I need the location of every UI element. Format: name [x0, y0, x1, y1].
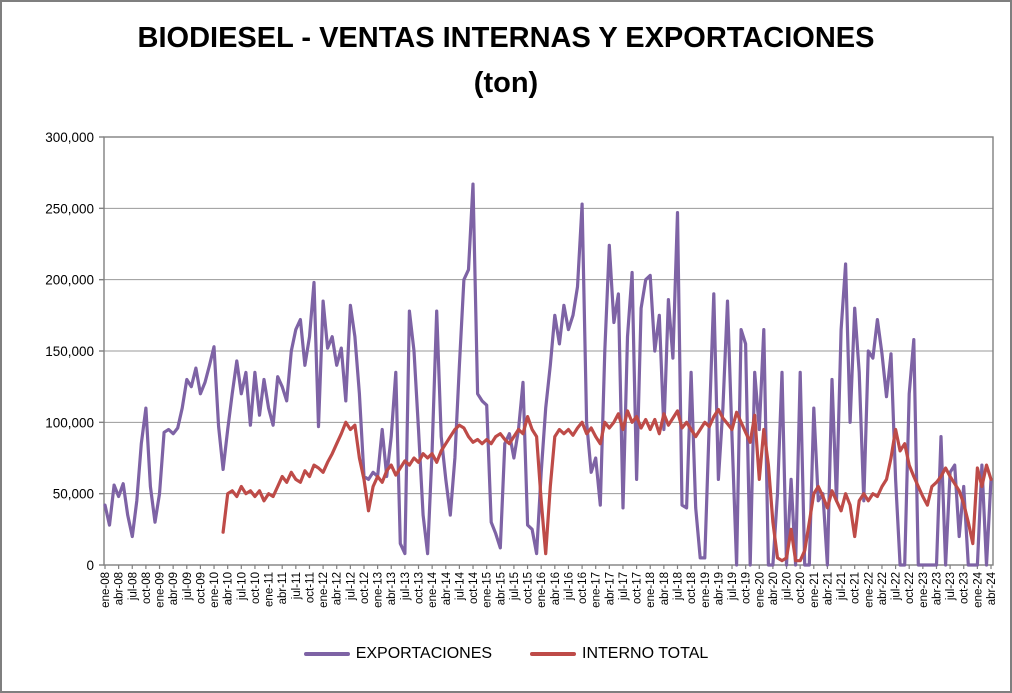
x-axis-label: oct-15	[523, 572, 535, 604]
x-axis-label: oct-17	[632, 572, 644, 604]
x-axis-label: abr-19	[713, 572, 725, 605]
x-axis-label: ene-10	[209, 572, 221, 608]
chart-title-line1: BIODIESEL - VENTAS INTERNAS Y EXPORTACIO…	[137, 22, 875, 54]
x-axis-label: ene-11	[264, 572, 276, 607]
x-axis-label: ene-16	[536, 572, 548, 608]
x-axis-label: oct-20	[795, 572, 807, 604]
chart-title-line2: (ton)	[473, 66, 539, 99]
x-axis-label: abr-15	[495, 572, 507, 605]
x-axis-label: jul-11	[291, 572, 303, 600]
x-axis-label: abr-24	[986, 571, 998, 605]
x-axis-label: ene-22	[863, 572, 875, 608]
exportaciones-line-swatch	[303, 652, 350, 656]
x-axis-label: abr-11	[277, 572, 289, 604]
x-axis-label: jul-17	[618, 572, 630, 601]
x-axis-label: jul-09	[182, 572, 194, 601]
x-axis-label: abr-23	[931, 572, 943, 605]
x-axis-label: oct-22	[904, 572, 916, 604]
x-axis-label: oct-13	[414, 572, 426, 604]
series-line-interno-total	[221, 407, 993, 563]
x-axis-label: abr-09	[168, 572, 180, 605]
legend-label-interno-total: INTERNO TOTAL	[582, 645, 709, 662]
y-axis-label: 150,000	[45, 344, 94, 359]
chart-title: BIODIESEL - VENTAS INTERNAS Y EXPORTACIO…	[2, 16, 1010, 106]
y-axis-label: 100,000	[45, 415, 94, 430]
x-axis-label: abr-12	[332, 572, 344, 605]
x-axis-label: abr-14	[441, 571, 453, 605]
y-axis-label: 250,000	[45, 201, 94, 216]
y-axis-label: 0	[86, 558, 94, 573]
y-axis-label: 200,000	[45, 273, 94, 288]
x-axis-label: jul-18	[672, 572, 684, 601]
series-line-exportaciones	[103, 182, 993, 567]
x-axis-label: ene-14	[427, 571, 439, 607]
x-axis-label: ene-23	[918, 572, 930, 608]
x-axis-label: jul-13	[400, 572, 412, 601]
x-axis-label: abr-18	[659, 572, 671, 605]
y-axis-label: 50,000	[53, 487, 94, 502]
x-axis-label: oct-21	[850, 572, 862, 604]
x-axis-label: ene-20	[754, 572, 766, 608]
x-axis-label: oct-23	[959, 572, 971, 604]
x-axis-label: jul-10	[236, 572, 248, 601]
x-axis-label: abr-17	[604, 572, 616, 605]
x-axis-label: oct-11	[304, 572, 316, 603]
legend-item-interno-total: INTERNO TOTAL	[530, 645, 708, 663]
x-axis-label: oct-10	[250, 572, 262, 604]
x-axis-label: oct-14	[468, 571, 480, 604]
x-axis-label: ene-12	[318, 572, 330, 608]
x-axis-label: oct-16	[577, 572, 589, 604]
x-axis-label: oct-19	[741, 572, 753, 604]
x-axis-label: ene-13	[373, 572, 385, 608]
x-axis-label: jul-22	[891, 572, 903, 601]
x-axis-label: jul-14	[454, 571, 466, 601]
x-axis-label: abr-08	[114, 572, 126, 605]
x-axis-label: jul-23	[945, 572, 957, 601]
x-axis-label: ene-24	[972, 571, 984, 607]
x-axis-label: jul-21	[836, 572, 848, 601]
legend: EXPORTACIONES INTERNO TOTAL	[2, 645, 1010, 663]
x-axis-label: oct-12	[359, 572, 371, 604]
x-axis-label: ene-15	[482, 572, 494, 608]
x-axis-label: jul-15	[509, 572, 521, 601]
x-axis-label: jul-16	[563, 572, 575, 601]
x-axis-label: abr-21	[822, 572, 834, 605]
x-axis-label: ene-09	[155, 572, 167, 608]
legend-label-exportaciones: EXPORTACIONES	[355, 645, 493, 662]
x-axis-label: abr-10	[223, 572, 235, 605]
interno-total-line-swatch	[530, 652, 577, 656]
legend-item-exportaciones: EXPORTACIONES	[303, 645, 493, 663]
x-axis-label: abr-20	[768, 572, 780, 605]
x-axis-label: abr-22	[877, 572, 889, 605]
x-axis-label: oct-08	[141, 572, 153, 604]
x-axis-label: jul-12	[345, 572, 357, 601]
x-axis-label: ene-08	[100, 572, 112, 608]
x-axis-label: ene-21	[809, 572, 821, 608]
x-axis-label: jul-08	[127, 572, 139, 601]
x-axis-label: abr-13	[386, 572, 398, 605]
x-axis-label: abr-16	[550, 572, 562, 605]
y-axis-label: 300,000	[45, 130, 94, 145]
x-axis-label: oct-18	[686, 572, 698, 604]
x-axis-label: jul-20	[782, 572, 794, 601]
x-axis-label: ene-18	[645, 572, 657, 608]
x-axis-label: oct-09	[195, 572, 207, 604]
x-axis-label: ene-17	[591, 572, 603, 608]
x-axis-label: jul-19	[727, 572, 739, 601]
x-axis-label: ene-19	[700, 572, 712, 608]
